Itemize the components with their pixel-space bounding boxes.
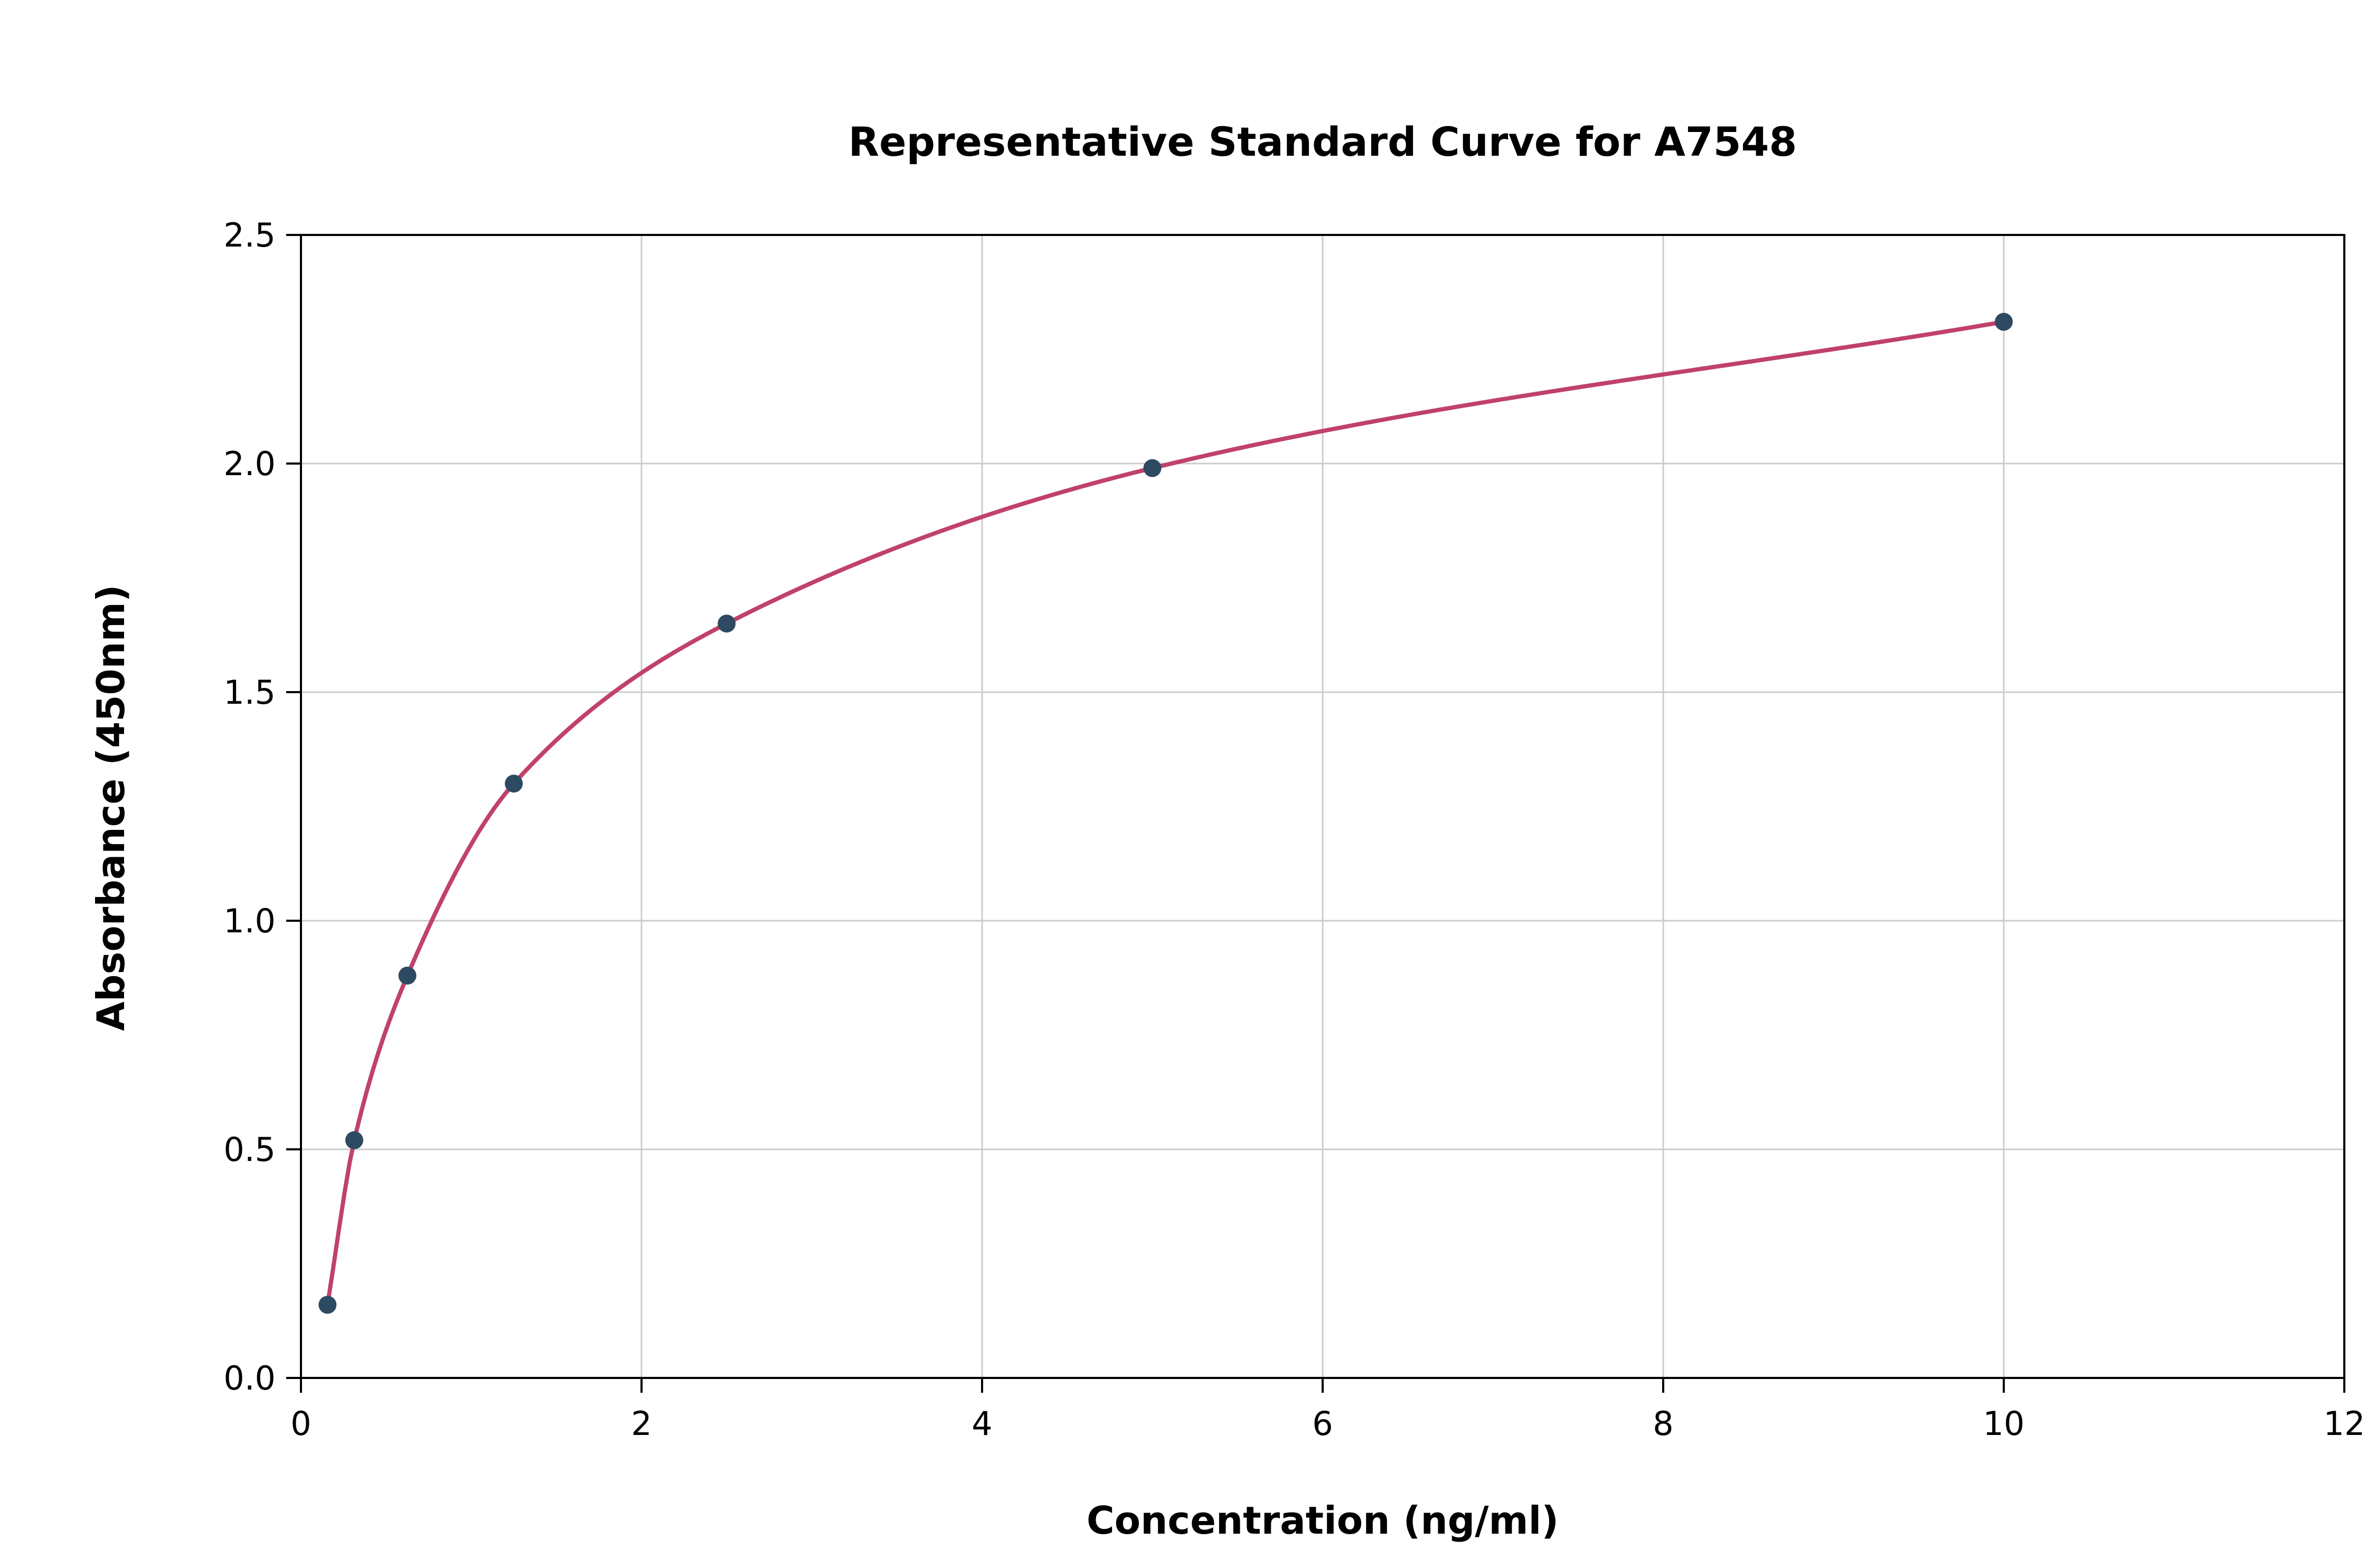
data-point xyxy=(718,615,736,633)
x-tick-label: 10 xyxy=(1983,1404,2025,1443)
x-tick-label: 8 xyxy=(1653,1404,1673,1443)
data-point xyxy=(505,774,523,793)
x-tick-label: 0 xyxy=(290,1404,311,1443)
data-layer xyxy=(318,313,2013,1314)
data-point xyxy=(1143,459,1162,477)
data-point xyxy=(1995,313,2013,331)
x-axis-label: Concentration (ng/ml) xyxy=(1087,1498,1559,1543)
x-tick-label: 4 xyxy=(972,1404,992,1443)
y-tick-label: 0.5 xyxy=(223,1130,276,1169)
y-axis-label: Absorbance (450nm) xyxy=(89,584,133,1031)
axis-layer: 0 2 4 6 8 10 12 0.0 0.5 1.0 1.5 2.0 2.5 xyxy=(223,216,2365,1443)
data-point xyxy=(398,966,417,985)
data-point xyxy=(318,1296,337,1314)
grid-layer xyxy=(300,234,2345,1379)
y-tick-label: 1.5 xyxy=(223,673,276,712)
data-point xyxy=(345,1131,363,1149)
y-tick-label: 2.5 xyxy=(223,216,276,254)
y-tick-label: 1.0 xyxy=(223,902,276,940)
x-tick-label: 6 xyxy=(1312,1404,1333,1443)
chart-title: Representative Standard Curve for A7548 xyxy=(848,118,1797,165)
y-tick-label: 2.0 xyxy=(223,445,276,483)
plot-border xyxy=(300,234,2345,1379)
x-tick-label: 2 xyxy=(631,1404,652,1443)
y-tick-label: 0.0 xyxy=(223,1359,276,1397)
fit-curve xyxy=(325,319,2006,1307)
x-tick-label: 12 xyxy=(2324,1404,2365,1443)
